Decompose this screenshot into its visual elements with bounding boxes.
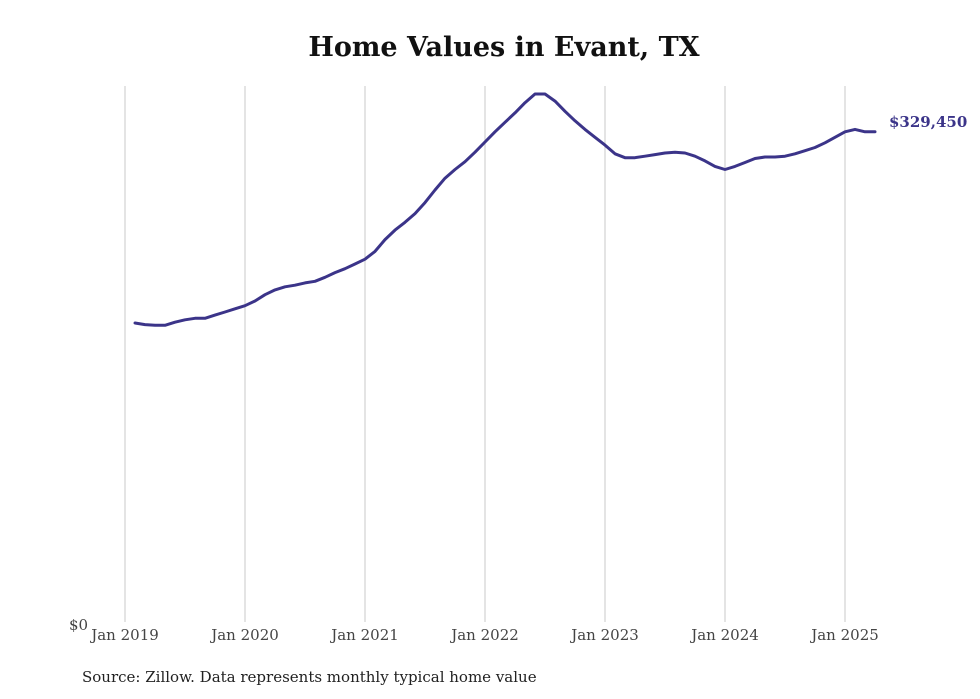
- home-value-line: [133, 92, 877, 327]
- x-tick-label: Jan 2024: [689, 626, 759, 644]
- x-tick-label: Jan 2023: [569, 626, 639, 644]
- x-tick-label: Jan 2022: [449, 626, 519, 644]
- end-value-label: $329,450: [889, 113, 967, 131]
- y-tick-label: $0: [69, 616, 88, 634]
- x-tick-label: Jan 2025: [809, 626, 879, 644]
- x-axis-ticks: Jan 2019 Jan 2020 Jan 2021 Jan 2022 Jan 2023…: [89, 626, 879, 644]
- source-note: Source: Zillow. Data represents monthly …: [82, 668, 537, 686]
- chart-title: Home Values in Evant, TX: [308, 32, 700, 63]
- x-tick-label: Jan 2019: [89, 626, 159, 644]
- x-tick-label: Jan 2021: [329, 626, 399, 644]
- x-tick-label: Jan 2020: [209, 626, 279, 644]
- gridlines: [124, 86, 846, 622]
